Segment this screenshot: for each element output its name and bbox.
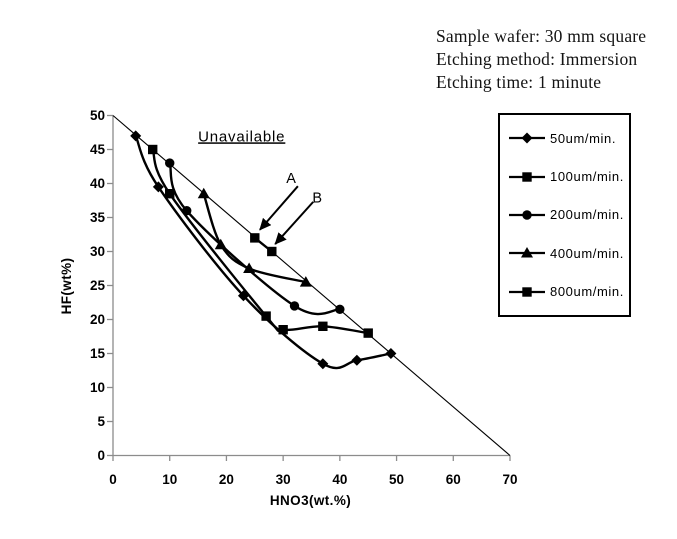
series-400um-min bbox=[197, 187, 312, 287]
x-tick-label: 0 bbox=[109, 472, 117, 487]
series-line-50um-min bbox=[134, 135, 392, 370]
y-tick-label: 5 bbox=[97, 414, 105, 429]
x-tick-label: 30 bbox=[276, 472, 291, 487]
legend-marker-glyph-square bbox=[522, 287, 532, 297]
x-tick-label: 50 bbox=[389, 472, 404, 487]
legend-marker-diamond bbox=[509, 132, 545, 144]
legend-item-50um-min: 50um/min. bbox=[508, 131, 629, 146]
x-tick-label: 70 bbox=[502, 472, 517, 487]
legend-label: 800um/min. bbox=[550, 284, 624, 300]
info-line-sample-wafer: Sample wafer: 30 mm square bbox=[436, 26, 647, 46]
legend-item-200um-min: 200um/min. bbox=[508, 207, 629, 222]
x-tick-label: 60 bbox=[446, 472, 461, 487]
marker-circle bbox=[165, 158, 175, 168]
info-line-etching-time: Etching time: 1 minute bbox=[436, 72, 602, 92]
marker-square bbox=[165, 189, 175, 199]
marker-square bbox=[363, 328, 373, 338]
legend-marker-glyph-square bbox=[522, 171, 532, 182]
marker-diamond bbox=[152, 181, 164, 193]
y-tick-label: 20 bbox=[90, 312, 105, 327]
y-tick-label: 25 bbox=[90, 278, 106, 293]
legend-marker-square bbox=[509, 171, 545, 182]
marker-square bbox=[278, 325, 288, 335]
marker-diamond bbox=[130, 130, 142, 142]
arrow-a bbox=[259, 185, 299, 231]
marker-square bbox=[318, 321, 328, 331]
marker-triangle bbox=[197, 187, 210, 199]
marker-square bbox=[148, 144, 158, 155]
marker-circle bbox=[335, 304, 345, 314]
x-tick-label: 10 bbox=[162, 472, 177, 487]
annotation-unavailable: Unavailable bbox=[198, 128, 285, 145]
annotation-b: B bbox=[312, 191, 322, 207]
legend-marker-glyph-triangle bbox=[521, 247, 533, 258]
y-tick-label: 35 bbox=[90, 210, 106, 225]
legend-label: 50um/min. bbox=[550, 130, 617, 146]
marker-square bbox=[261, 311, 271, 321]
legend-item-100um-min: 100um/min. bbox=[508, 169, 629, 184]
series-line-200um-min bbox=[168, 162, 341, 316]
marker-triangle bbox=[299, 276, 312, 287]
annotation-a: A bbox=[286, 171, 296, 187]
marker-diamond bbox=[385, 348, 397, 359]
boundary-line bbox=[112, 115, 511, 456]
series-200um-min bbox=[165, 158, 345, 316]
x-tick-label: 20 bbox=[219, 472, 234, 487]
y-tick-label: 10 bbox=[90, 380, 105, 395]
legend-label: 100um/min. bbox=[550, 169, 624, 185]
legend-marker-circle bbox=[509, 210, 545, 220]
marker-circle bbox=[182, 206, 192, 216]
x-axis-title: HNO3(wt.%) bbox=[270, 493, 351, 508]
y-tick-label: 30 bbox=[90, 244, 105, 259]
y-tick-label: 15 bbox=[90, 346, 106, 361]
y-tick-label: 45 bbox=[90, 142, 106, 157]
y-tick-label: 50 bbox=[90, 108, 105, 123]
y-axis-title: HF(wt%) bbox=[59, 258, 74, 315]
series-line-400um-min bbox=[202, 193, 307, 284]
y-tick-label: 40 bbox=[90, 176, 105, 191]
info-line-etching-method: Etching method: Immersion bbox=[436, 49, 638, 69]
marker-triangle bbox=[214, 238, 227, 250]
legend-marker-glyph-circle bbox=[522, 210, 532, 220]
marker-circle bbox=[289, 301, 300, 311]
marker-diamond bbox=[351, 354, 363, 366]
marker-triangle bbox=[243, 262, 256, 273]
marker-square bbox=[250, 233, 260, 243]
info-block: Sample wafer: 30 mm square Etching metho… bbox=[436, 25, 646, 94]
x-tick-label: 40 bbox=[332, 472, 347, 487]
legend-box: 50um/min. 100um/min. 200um/min. 400um/min. 8… bbox=[498, 113, 631, 317]
legend-marker-glyph-diamond bbox=[521, 132, 533, 144]
series-100um-min bbox=[148, 144, 373, 338]
marker-square bbox=[267, 246, 277, 257]
arrow-b bbox=[274, 201, 314, 245]
legend-marker-square bbox=[509, 287, 545, 297]
marker-diamond bbox=[317, 358, 329, 370]
legend-marker-triangle bbox=[509, 247, 545, 258]
y-tick-label: 0 bbox=[97, 448, 105, 463]
legend-item-800um-min: 800um/min. bbox=[508, 284, 629, 299]
series-800um-min bbox=[250, 233, 277, 257]
legend-label: 200um/min. bbox=[550, 207, 624, 223]
legend-item-400um-min: 400um/min. bbox=[508, 246, 629, 261]
legend-label: 400um/min. bbox=[550, 245, 624, 261]
